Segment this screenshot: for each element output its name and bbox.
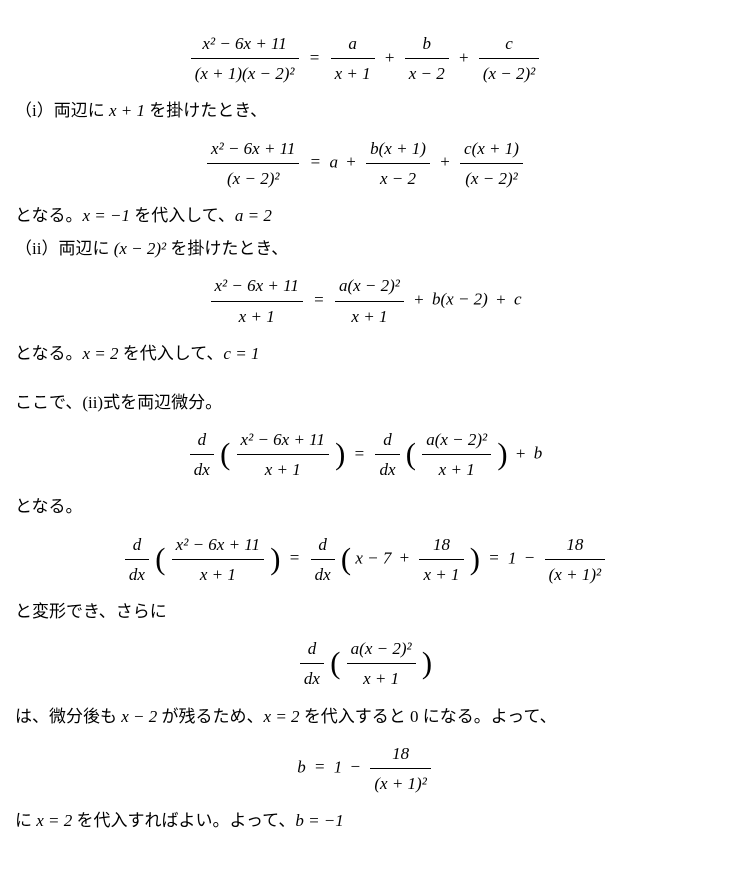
eq5-ddx-n2: d <box>318 535 327 554</box>
eq3-r2: b(x − 2) <box>432 290 488 309</box>
eq7-a: 1 <box>334 757 343 776</box>
eq4-ddx-d: dx <box>194 460 210 479</box>
equation-3: x² − 6x + 11 x + 1 = a(x − 2)² x + 1 + b… <box>15 272 715 329</box>
line-final-b: を代入すればよい。よって、 <box>72 811 295 830</box>
line-after-i-math: x = −1 <box>83 206 131 225</box>
eq4-ddx-n: d <box>198 430 207 449</box>
line-ii-math: (x − 2)² <box>114 239 166 258</box>
eq6-num: a(x − 2)² <box>351 639 412 658</box>
eq2-r3-den: (x − 2)² <box>465 169 517 188</box>
eq1-r3-den: (x − 2)² <box>483 64 535 83</box>
equation-2: x² − 6x + 11 (x − 2)² = a + b(x + 1) x −… <box>15 135 715 192</box>
eq2-r2-den: x − 2 <box>380 169 416 188</box>
eq4-r-num: a(x − 2)² <box>426 430 487 449</box>
eq5-r-a: 1 <box>508 548 517 567</box>
line-tonaru: となる。 <box>15 493 715 520</box>
eq3-r3: c <box>514 290 522 309</box>
eq2-r1: a <box>330 152 339 171</box>
eq5-l-den: x + 1 <box>200 565 236 584</box>
line-i-pre: （i）両辺に <box>15 101 109 120</box>
line-ii: （ii）両辺に (x − 2)² を掛けたとき、 <box>15 235 715 262</box>
line-zero-m2: x = 2 <box>264 707 300 726</box>
line-after-ii: となる。x = 2 を代入して、c = 1 <box>15 340 715 367</box>
equation-5: d dx ( x² − 6x + 11 x + 1 ) = d dx ( x −… <box>15 531 715 588</box>
eq4-ddx-n2: d <box>383 430 392 449</box>
eq3-lhs-den: x + 1 <box>239 307 275 326</box>
line-ii-tail: を掛けたとき、 <box>166 239 288 258</box>
eq5-ddx-n: d <box>133 535 142 554</box>
equation-4: d dx ( x² − 6x + 11 x + 1 ) = d dx ( a(x… <box>15 426 715 483</box>
line-after-ii-a: となる。 <box>15 344 83 363</box>
equation-7: b = 1 − 18 (x + 1)² <box>15 740 715 797</box>
eq7-lhs: b <box>297 757 306 776</box>
eq5-mid-num: 18 <box>433 535 450 554</box>
eq4-tail: b <box>534 444 543 463</box>
line-i-tail: を掛けたとき、 <box>145 101 267 120</box>
line-henkei: と変形でき、さらに <box>15 598 715 625</box>
eq6-den: x + 1 <box>363 669 399 688</box>
line-diff-intro-text: ここで、(ii)式を両辺微分。 <box>15 393 222 412</box>
eq4-r-den: x + 1 <box>439 460 475 479</box>
eq3-r1-den: x + 1 <box>351 307 387 326</box>
eq7-den: (x + 1)² <box>374 774 426 793</box>
line-after-i-result: a = 2 <box>235 206 272 225</box>
line-zero: は、微分後も x − 2 が残るため、x = 2 を代入すると 0 になる。よっ… <box>15 703 715 730</box>
line-zero-c: を代入すると 0 になる。よって、 <box>300 707 557 726</box>
eq5-l-num: x² − 6x + 11 <box>176 535 260 554</box>
eq2-lhs-den: (x − 2)² <box>227 169 279 188</box>
eq2-r3-num: c(x + 1) <box>464 139 519 158</box>
eq7-num: 18 <box>392 744 409 763</box>
spacer <box>15 373 715 383</box>
line-final-math: x = 2 <box>36 811 72 830</box>
eq4-ddx-d2: dx <box>379 460 395 479</box>
line-final-result: b = −1 <box>295 811 343 830</box>
eq4-l-num: x² − 6x + 11 <box>241 430 325 449</box>
eq5-mid-den: x + 1 <box>423 565 459 584</box>
line-tonaru-text: となる。 <box>15 497 83 516</box>
eq5-ddx-d: dx <box>129 565 145 584</box>
eq1-r1-num: a <box>348 34 357 53</box>
line-zero-m1: x − 2 <box>121 707 157 726</box>
line-final-a: に <box>15 811 36 830</box>
equation-6: d dx ( a(x − 2)² x + 1 ) <box>15 635 715 692</box>
line-i-math: x + 1 <box>109 101 145 120</box>
equation-1: x² − 6x + 11 (x + 1)(x − 2)² = a x + 1 +… <box>15 30 715 87</box>
line-after-i-a: となる。 <box>15 206 83 225</box>
eq5-r-num: 18 <box>566 535 583 554</box>
eq5-ddx-d2: dx <box>315 565 331 584</box>
eq1-r2-num: b <box>422 34 431 53</box>
line-i: （i）両辺に x + 1 を掛けたとき、 <box>15 97 715 124</box>
eq1-r3-num: c <box>505 34 513 53</box>
line-zero-b: が残るため、 <box>157 707 263 726</box>
eq1-r2-den: x − 2 <box>409 64 445 83</box>
line-after-ii-result: c = 1 <box>223 344 259 363</box>
eq1-r1-den: x + 1 <box>335 64 371 83</box>
line-after-i-b: を代入して、 <box>130 206 235 225</box>
line-after-i: となる。x = −1 を代入して、a = 2 <box>15 202 715 229</box>
eq1-lhs-den: (x + 1)(x − 2)² <box>195 64 295 83</box>
eq3-r1-num: a(x − 2)² <box>339 276 400 295</box>
eq1-lhs-num: x² − 6x + 11 <box>202 34 286 53</box>
line-after-ii-b: を代入して、 <box>119 344 224 363</box>
eq6-ddx-d: dx <box>304 669 320 688</box>
line-final: に x = 2 を代入すればよい。よって、b = −1 <box>15 807 715 834</box>
line-diff-intro: ここで、(ii)式を両辺微分。 <box>15 389 715 416</box>
eq2-lhs-num: x² − 6x + 11 <box>211 139 295 158</box>
eq4-l-den: x + 1 <box>265 460 301 479</box>
eq6-ddx-n: d <box>308 639 317 658</box>
line-after-ii-math: x = 2 <box>83 344 119 363</box>
eq5-r-den: (x + 1)² <box>549 565 601 584</box>
line-ii-pre: （ii）両辺に <box>15 239 114 258</box>
eq2-r2-num: b(x + 1) <box>370 139 426 158</box>
eq5-mid-a: x − 7 <box>355 548 391 567</box>
line-henkei-text: と変形でき、さらに <box>15 602 167 621</box>
line-zero-a: は、微分後も <box>15 707 121 726</box>
eq3-lhs-num: x² − 6x + 11 <box>215 276 299 295</box>
